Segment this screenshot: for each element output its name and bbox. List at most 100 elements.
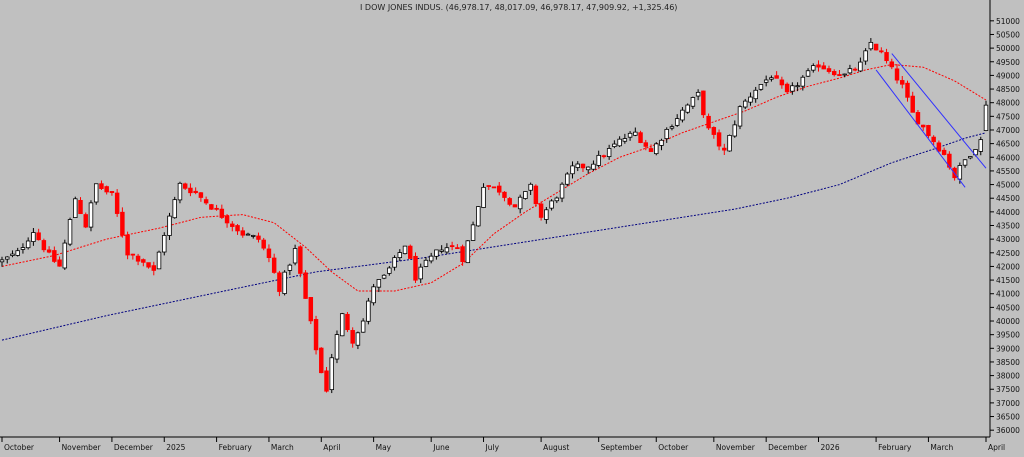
candle-body [277, 272, 282, 292]
candle-body [915, 112, 921, 125]
candle-body [387, 267, 392, 274]
candle-body [162, 235, 167, 253]
candle-body [261, 239, 266, 249]
candle-body [303, 272, 308, 299]
candle-body [15, 250, 20, 256]
candle-body [109, 191, 115, 193]
candle-body [423, 259, 429, 267]
x-tick-label: February [878, 443, 912, 452]
candle-body [669, 126, 675, 129]
x-tick-label: February [219, 443, 253, 452]
y-tick-label: 47000 [996, 126, 1020, 135]
candle-body [580, 163, 586, 169]
candle-body [601, 155, 607, 158]
candle-body [905, 82, 910, 98]
candle-body [648, 148, 654, 152]
y-tick-label: 37500 [996, 385, 1020, 394]
candle-body [230, 223, 235, 227]
candle-body [177, 182, 183, 201]
candle-body [214, 207, 219, 210]
candle-body [172, 199, 177, 219]
x-tick-label: October [4, 443, 35, 452]
candle-body [434, 249, 439, 257]
candle-body [680, 109, 685, 121]
candle-body [674, 118, 680, 126]
candle-body [73, 198, 78, 218]
x-axis: October November December 2025 February March… [1, 437, 1005, 452]
candle-body [497, 185, 502, 193]
candle-body [722, 147, 727, 151]
candle-body [575, 163, 580, 168]
candle-body [701, 90, 706, 116]
y-tick-label: 46000 [996, 153, 1020, 162]
candle-body [570, 165, 575, 175]
y-tick-label: 47500 [996, 112, 1020, 121]
x-tick-label: March [271, 443, 294, 452]
candle-body [151, 265, 157, 271]
candle-body [486, 185, 491, 187]
candle-body [313, 319, 319, 351]
candle-body [884, 52, 889, 62]
candle-body [120, 211, 125, 236]
candle-body [585, 166, 591, 171]
candle-body [612, 143, 617, 147]
candle-body [690, 97, 696, 107]
candle-body [622, 138, 628, 142]
x-tick-label: 2026 [821, 443, 840, 452]
y-tick-label: 41000 [996, 290, 1020, 299]
y-tick-label: 37000 [996, 399, 1020, 408]
candle-body [88, 202, 94, 228]
candle-body [99, 183, 104, 189]
candle-body [52, 250, 57, 262]
candle-body [193, 190, 198, 194]
candle-body [523, 191, 528, 199]
candle-body [968, 156, 973, 159]
x-tick-label: November [716, 443, 756, 452]
candle-body [298, 246, 303, 274]
candle-body [837, 74, 842, 77]
candle-body [868, 41, 874, 50]
y-axis: 36000 36500 37000 37500 38000 38500 39000 39500… [990, 17, 1020, 435]
candle-body [920, 124, 926, 128]
candle-body [659, 139, 664, 146]
candle-body [816, 64, 821, 68]
candle-body [25, 240, 31, 249]
candle-body [748, 96, 753, 103]
x-tick-label: November [62, 443, 102, 452]
candle-body [962, 159, 968, 166]
candle-body [591, 163, 596, 170]
candle-body [31, 232, 36, 242]
candle-body [240, 230, 245, 236]
candle-body [235, 225, 240, 232]
candle-body [251, 235, 256, 237]
candle-body [104, 186, 109, 193]
candle-body [831, 71, 837, 76]
candle-body [617, 138, 622, 147]
candle-body [256, 235, 261, 240]
x-tick-label: June [432, 443, 450, 452]
y-tick-label: 49000 [996, 71, 1020, 80]
y-tick-label: 43000 [996, 235, 1020, 244]
candle-body [360, 320, 366, 333]
candle-body [355, 332, 361, 346]
candle-body [805, 70, 811, 77]
candle-body [732, 124, 737, 137]
x-tick-label: December [114, 443, 154, 452]
candle-body [481, 186, 486, 208]
candle-body [413, 255, 418, 281]
candle-body [130, 253, 136, 256]
y-tick-label: 42000 [996, 262, 1020, 271]
candle-body [685, 104, 690, 113]
x-tick-label: April [988, 443, 1005, 452]
candle-body [93, 183, 99, 203]
x-tick-label: 2025 [166, 443, 185, 452]
x-tick-label: December [768, 443, 808, 452]
y-tick-label: 42500 [996, 249, 1020, 258]
candle-body [5, 256, 10, 260]
candle-body [544, 209, 549, 220]
candle-body [245, 233, 251, 236]
candle-body [36, 232, 41, 241]
y-tick-label: 36500 [996, 413, 1020, 422]
